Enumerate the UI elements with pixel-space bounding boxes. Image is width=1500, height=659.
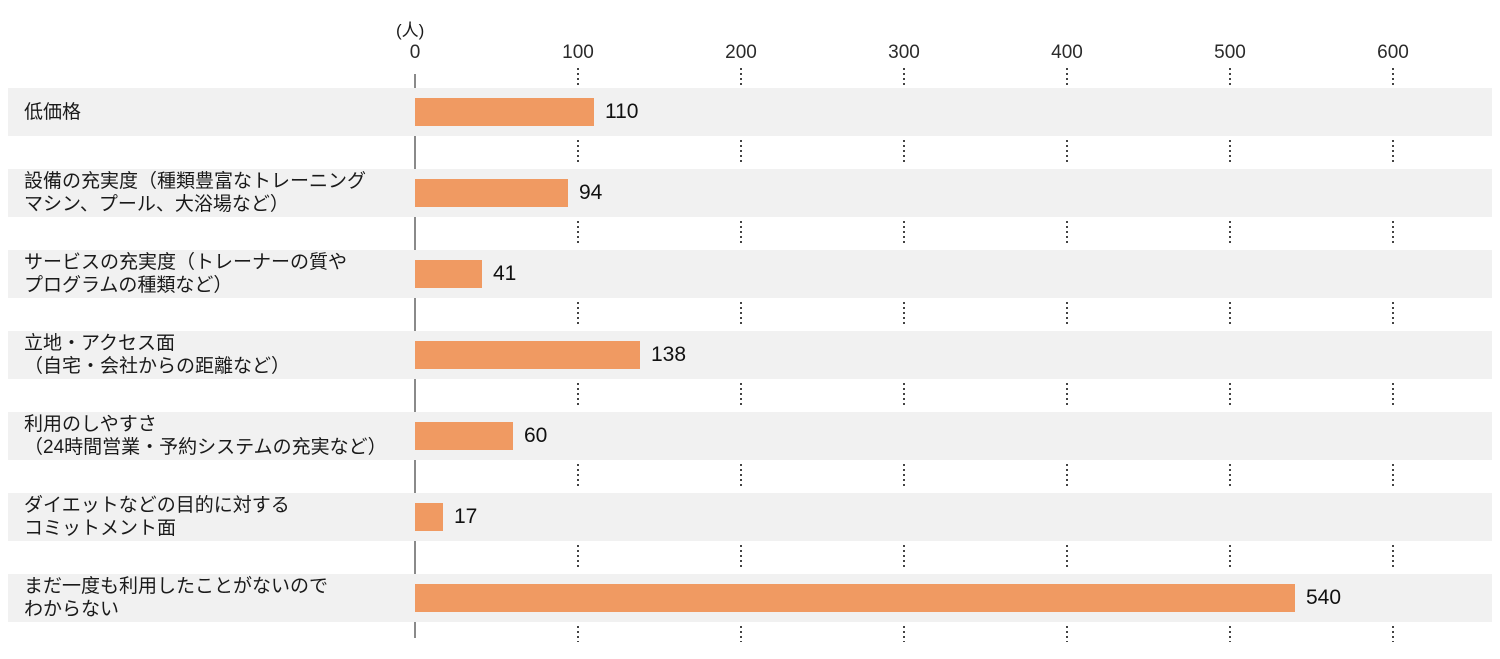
category-label-line: 利用のしやすさ xyxy=(24,414,157,435)
dotted-gridline-segment xyxy=(740,626,742,642)
value-label: 17 xyxy=(454,505,478,528)
dotted-gridline-segment xyxy=(740,68,742,85)
dotted-gridline-segment xyxy=(1392,626,1394,642)
x-axis-tick: 600 xyxy=(1377,42,1409,63)
x-axis-tick: 0 xyxy=(409,42,421,63)
dotted-gridline-segment xyxy=(903,221,905,246)
dotted-gridline-segment xyxy=(1066,545,1068,570)
dotted-gridline-segment xyxy=(1066,140,1068,165)
x-axis-tick: 200 xyxy=(725,42,757,63)
category-label-line: コミットメント面 xyxy=(24,518,177,539)
category-label-line: （24時間営業・予約システムの充実など） xyxy=(24,437,387,458)
dotted-gridline-segment xyxy=(1066,302,1068,327)
category-label-line: サービスの充実度（トレーナーの質や xyxy=(24,252,348,273)
bar xyxy=(415,503,443,531)
dotted-gridline-segment xyxy=(577,302,579,327)
x-axis-tick: 100 xyxy=(562,42,594,63)
x-axis-tick: 400 xyxy=(1051,42,1083,63)
dotted-gridline-segment xyxy=(903,464,905,489)
dotted-gridline-segment xyxy=(903,140,905,165)
dotted-gridline-segment xyxy=(1392,464,1394,489)
dotted-gridline-segment xyxy=(740,464,742,489)
dotted-gridline-segment xyxy=(1229,68,1231,85)
dotted-gridline-segment xyxy=(1392,140,1394,165)
value-label: 138 xyxy=(651,343,687,366)
dotted-gridline-segment xyxy=(903,545,905,570)
x-axis-tick: 300 xyxy=(888,42,920,63)
category-label: 設備の充実度（種類豊富なトレーニング マシン、プール、大浴場など） xyxy=(24,169,366,217)
category-label: 利用のしやすさ （24時間営業・予約システムの充実など） xyxy=(24,412,387,460)
category-label: まだ一度も利用したことがないので わからない xyxy=(24,574,328,622)
dotted-gridline-segment xyxy=(577,464,579,489)
dotted-gridline-segment xyxy=(1392,383,1394,408)
dotted-gridline-segment xyxy=(577,140,579,165)
bar xyxy=(415,584,1295,612)
dotted-gridline-segment xyxy=(1229,302,1231,327)
dotted-gridline-segment xyxy=(740,140,742,165)
category-label-line: まだ一度も利用したことがないので xyxy=(24,576,329,597)
dotted-gridline-segment xyxy=(1066,626,1068,642)
dotted-gridline-segment xyxy=(1229,464,1231,489)
category-label-line: プログラムの種類など） xyxy=(24,275,233,296)
dotted-gridline-segment xyxy=(1392,545,1394,570)
bar xyxy=(415,341,640,369)
value-label: 540 xyxy=(1306,586,1342,609)
row-band xyxy=(8,250,1492,298)
dotted-gridline-segment xyxy=(1066,221,1068,246)
dotted-gridline-segment xyxy=(1229,626,1231,642)
row-band xyxy=(8,412,1492,460)
bar xyxy=(415,179,568,207)
category-label-line: ダイエットなどの目的に対する xyxy=(24,495,290,516)
value-label: 110 xyxy=(605,100,639,123)
row-band xyxy=(8,88,1492,136)
category-label-line: 低価格 xyxy=(24,101,82,123)
dotted-gridline-segment xyxy=(1392,221,1394,246)
x-axis-tick: 500 xyxy=(1214,42,1246,63)
value-label: 60 xyxy=(524,424,548,447)
row-band xyxy=(8,169,1492,217)
dotted-gridline-segment xyxy=(577,221,579,246)
row-band xyxy=(8,493,1492,541)
dotted-gridline-segment xyxy=(1229,140,1231,165)
row-band xyxy=(8,331,1492,379)
category-label: 低価格 xyxy=(24,88,81,136)
category-label-line: 設備の充実度（種類豊富なトレーニング xyxy=(24,171,367,192)
dotted-gridline-segment xyxy=(903,383,905,408)
dotted-gridline-segment xyxy=(1229,221,1231,246)
value-label: 41 xyxy=(493,262,517,285)
dotted-gridline-segment xyxy=(1229,545,1231,570)
dotted-gridline-segment xyxy=(903,68,905,85)
bar xyxy=(415,260,482,288)
category-label-line: わからない xyxy=(24,599,120,620)
value-label: 94 xyxy=(579,181,603,204)
dotted-gridline-segment xyxy=(740,383,742,408)
bar xyxy=(415,98,594,126)
dotted-gridline-segment xyxy=(577,545,579,570)
dotted-gridline-segment xyxy=(740,302,742,327)
dotted-gridline-segment xyxy=(1229,383,1231,408)
dotted-gridline-segment xyxy=(577,626,579,642)
dotted-gridline-segment xyxy=(1066,68,1068,85)
category-label-line: マシン、プール、大浴場など） xyxy=(24,194,289,215)
bar xyxy=(415,422,513,450)
dotted-gridline-segment xyxy=(577,68,579,85)
category-label: 立地・アクセス面 （自宅・会社からの距離など） xyxy=(24,331,290,379)
dotted-gridline-segment xyxy=(1392,302,1394,327)
category-label: サービスの充実度（トレーナーの質や プログラムの種類など） xyxy=(24,250,347,298)
category-label: ダイエットなどの目的に対する コミットメント面 xyxy=(24,493,290,541)
dotted-gridline-segment xyxy=(740,221,742,246)
category-label-line: （自宅・会社からの距離など） xyxy=(24,356,291,377)
dotted-gridline-segment xyxy=(1392,68,1394,85)
category-label-line: 立地・アクセス面 xyxy=(24,333,176,354)
dotted-gridline-segment xyxy=(1066,464,1068,489)
dotted-gridline-segment xyxy=(577,383,579,408)
dotted-gridline-segment xyxy=(1066,383,1068,408)
dotted-gridline-segment xyxy=(903,302,905,327)
dotted-gridline-segment xyxy=(903,626,905,642)
dotted-gridline-segment xyxy=(740,545,742,570)
axis-unit-label: (人) xyxy=(396,21,425,40)
